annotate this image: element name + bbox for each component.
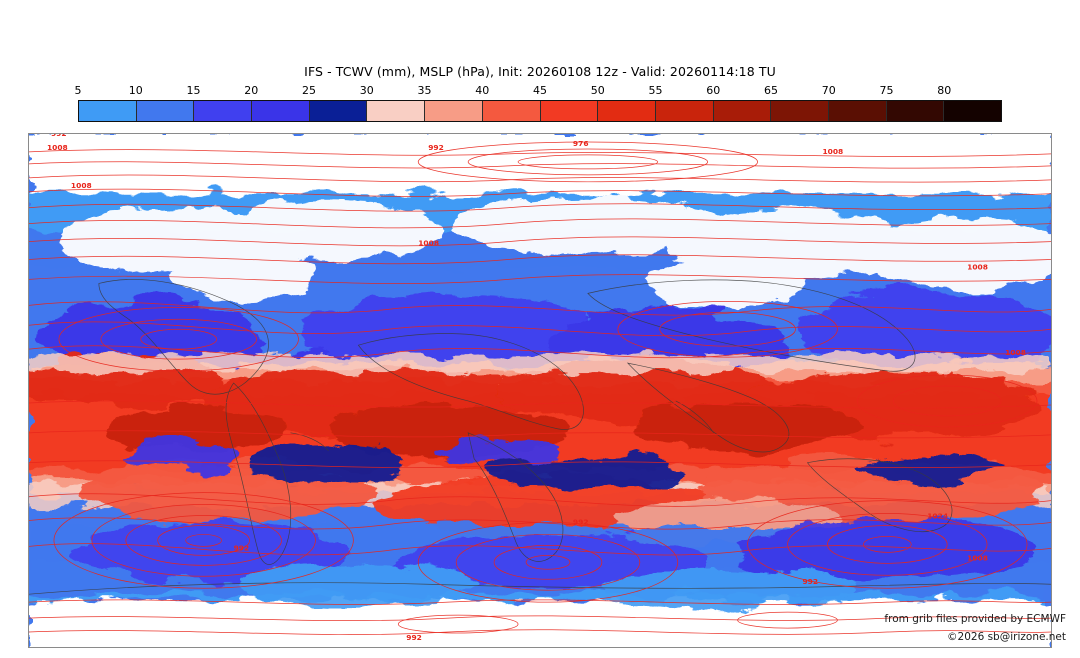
colorbar-swatch-9	[598, 101, 656, 121]
colorbar-tick-80: 80	[937, 84, 952, 97]
isobar-label: 992	[406, 633, 422, 642]
colorbar-tick-40: 40	[475, 84, 490, 97]
isobar-label: 992	[51, 134, 67, 138]
copyright-credit: ©2026 sb@irizone.net	[947, 631, 1066, 643]
page-title: IFS - TCWV (mm), MSLP (hPa), Init: 20260…	[304, 64, 776, 79]
colorbar-tick-60: 60	[706, 84, 721, 97]
colorbar-tick-20: 20	[244, 84, 259, 97]
isobar-label: 992	[573, 517, 589, 526]
colorbar-tick-30: 30	[359, 84, 374, 97]
colorbar-swatch-8	[540, 101, 599, 121]
isobar-label: 992	[428, 143, 444, 152]
colorbar-swatch-5	[367, 101, 426, 121]
isobar-label: 1024	[927, 512, 948, 521]
isobar-label: 1008	[418, 239, 439, 248]
colorbar-swatch-10	[655, 101, 714, 121]
colorbar-swatch-0	[79, 101, 137, 121]
isobar-label: 1008	[822, 147, 843, 156]
colorbar-swatch-7	[482, 101, 541, 121]
isobar-label: 992	[234, 543, 250, 552]
colorbar-tick-25: 25	[302, 84, 316, 97]
data-source-credit: from grib files provided by ECMWF	[884, 613, 1066, 625]
weather-map[interactable]: 992 1008 1008 992 976 1008 1008 1008 100…	[28, 133, 1052, 648]
isobar-label: 1008	[967, 553, 988, 562]
colorbar-tick-65: 65	[764, 84, 778, 97]
isobar-label: 976	[573, 139, 589, 148]
colorbar-tick-45: 45	[533, 84, 547, 97]
colorbar-swatch-15	[944, 101, 1001, 121]
colorbar-tick-15: 15	[186, 84, 201, 97]
colorbar-tick-5: 5	[74, 84, 82, 97]
colorbar-swatch-1	[136, 101, 195, 121]
colorbar-swatch-3	[252, 101, 310, 121]
isobar-label: 1008	[71, 181, 92, 190]
colorbar-swatch-2	[194, 101, 253, 121]
colorbar-swatch-12	[771, 101, 829, 121]
colorbar-swatch-13	[828, 101, 887, 121]
colorbar-tick-35: 35	[417, 84, 432, 97]
colorbar-tick-50: 50	[590, 84, 605, 97]
colorbar-tick-75: 75	[879, 84, 894, 97]
isobar-label: 1008	[47, 143, 68, 152]
isobar-label: 1008	[967, 262, 988, 271]
colorbar-tick-10: 10	[128, 84, 143, 97]
colorbar-tick-labels: 5 10 15 20 25 30 35 40 45 50 55 60 65 70 75 80	[74, 84, 1002, 98]
map-canvas: 992 1008 1008 992 976 1008 1008 1008 100…	[29, 134, 1051, 647]
isobar-label: 992	[802, 577, 818, 586]
colorbar-swatch-6	[425, 101, 483, 121]
colorbar-swatch-11	[713, 101, 772, 121]
colorbar-swatch-4	[309, 101, 368, 121]
colorbar-tick-70: 70	[821, 84, 836, 97]
colorbar	[78, 100, 1002, 122]
isobar-label: 1008	[1005, 348, 1026, 357]
colorbar-tick-55: 55	[648, 84, 663, 97]
colorbar-swatches	[78, 100, 1002, 122]
colorbar-swatch-14	[886, 101, 945, 121]
